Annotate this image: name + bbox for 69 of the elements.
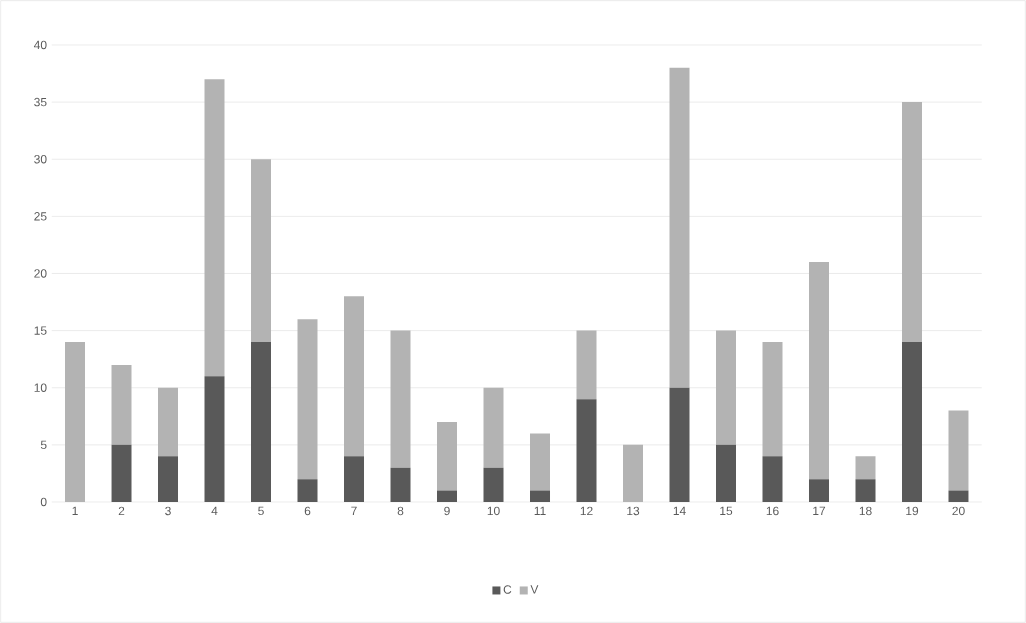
bar xyxy=(855,479,876,502)
x-tick-label: 10 xyxy=(487,506,500,516)
bar xyxy=(762,456,783,502)
bar xyxy=(344,296,364,457)
bar xyxy=(65,342,85,502)
x-tick-label: 17 xyxy=(813,506,826,515)
bar xyxy=(576,399,597,502)
bar xyxy=(855,456,876,480)
bar xyxy=(762,342,783,457)
y-tick-label: 5 xyxy=(40,440,47,450)
bar xyxy=(390,467,411,502)
y-tick-label: 0 xyxy=(40,497,47,507)
bar xyxy=(530,490,550,502)
x-tick-label: 12 xyxy=(580,506,593,516)
y-tick-label: 25 xyxy=(34,212,47,221)
bar xyxy=(251,159,271,343)
bar xyxy=(483,467,504,502)
y-tick-label: 35 xyxy=(34,97,47,107)
bar xyxy=(948,410,969,491)
bar xyxy=(902,342,922,502)
x-tick-label: 13 xyxy=(627,506,640,516)
x-tick-label: 6 xyxy=(304,506,311,516)
bar xyxy=(204,376,225,502)
x-tick-label: 5 xyxy=(258,506,264,516)
x-tick-label: 19 xyxy=(906,506,919,516)
bar xyxy=(669,67,690,388)
bar xyxy=(576,330,597,400)
x-tick-label: 14 xyxy=(673,506,686,515)
bar xyxy=(437,490,457,502)
legend-label: V xyxy=(530,585,539,594)
bar xyxy=(716,330,736,445)
x-tick-label: 9 xyxy=(444,506,450,516)
bar xyxy=(623,444,643,502)
bar xyxy=(716,444,736,502)
bar xyxy=(158,456,179,502)
bar xyxy=(251,342,271,502)
bar xyxy=(111,364,132,445)
bar xyxy=(530,433,550,491)
bar xyxy=(902,102,922,343)
legend-label: C xyxy=(503,585,512,594)
x-tick-label: 20 xyxy=(952,506,965,516)
x-tick-label: 15 xyxy=(720,506,733,516)
bar xyxy=(344,456,364,502)
bar xyxy=(297,479,318,502)
y-tick-label: 20 xyxy=(34,269,47,278)
x-tick-label: 3 xyxy=(165,506,171,516)
x-tick-label: 4 xyxy=(211,506,218,515)
x-tick-label: 1 xyxy=(72,506,78,515)
x-tick-label: 18 xyxy=(859,506,872,516)
x-tick-label: 2 xyxy=(118,506,125,516)
bar xyxy=(111,444,132,502)
y-tick-label: 10 xyxy=(34,383,47,392)
bar xyxy=(948,490,969,502)
x-tick-label: 16 xyxy=(766,506,779,516)
bar xyxy=(809,479,829,502)
bar xyxy=(809,262,829,480)
bar xyxy=(437,422,457,491)
y-tick-label: 15 xyxy=(34,326,47,335)
bar xyxy=(297,319,318,480)
bar xyxy=(390,330,411,468)
bar xyxy=(669,387,690,502)
x-tick-label: 8 xyxy=(397,506,404,516)
bar xyxy=(204,79,225,377)
y-tick-label: 40 xyxy=(33,40,47,50)
y-tick-label: 30 xyxy=(34,154,47,164)
x-tick-label: 11 xyxy=(534,506,546,515)
x-tick-label: 7 xyxy=(351,506,357,515)
bar xyxy=(483,387,504,468)
bar xyxy=(158,387,179,457)
